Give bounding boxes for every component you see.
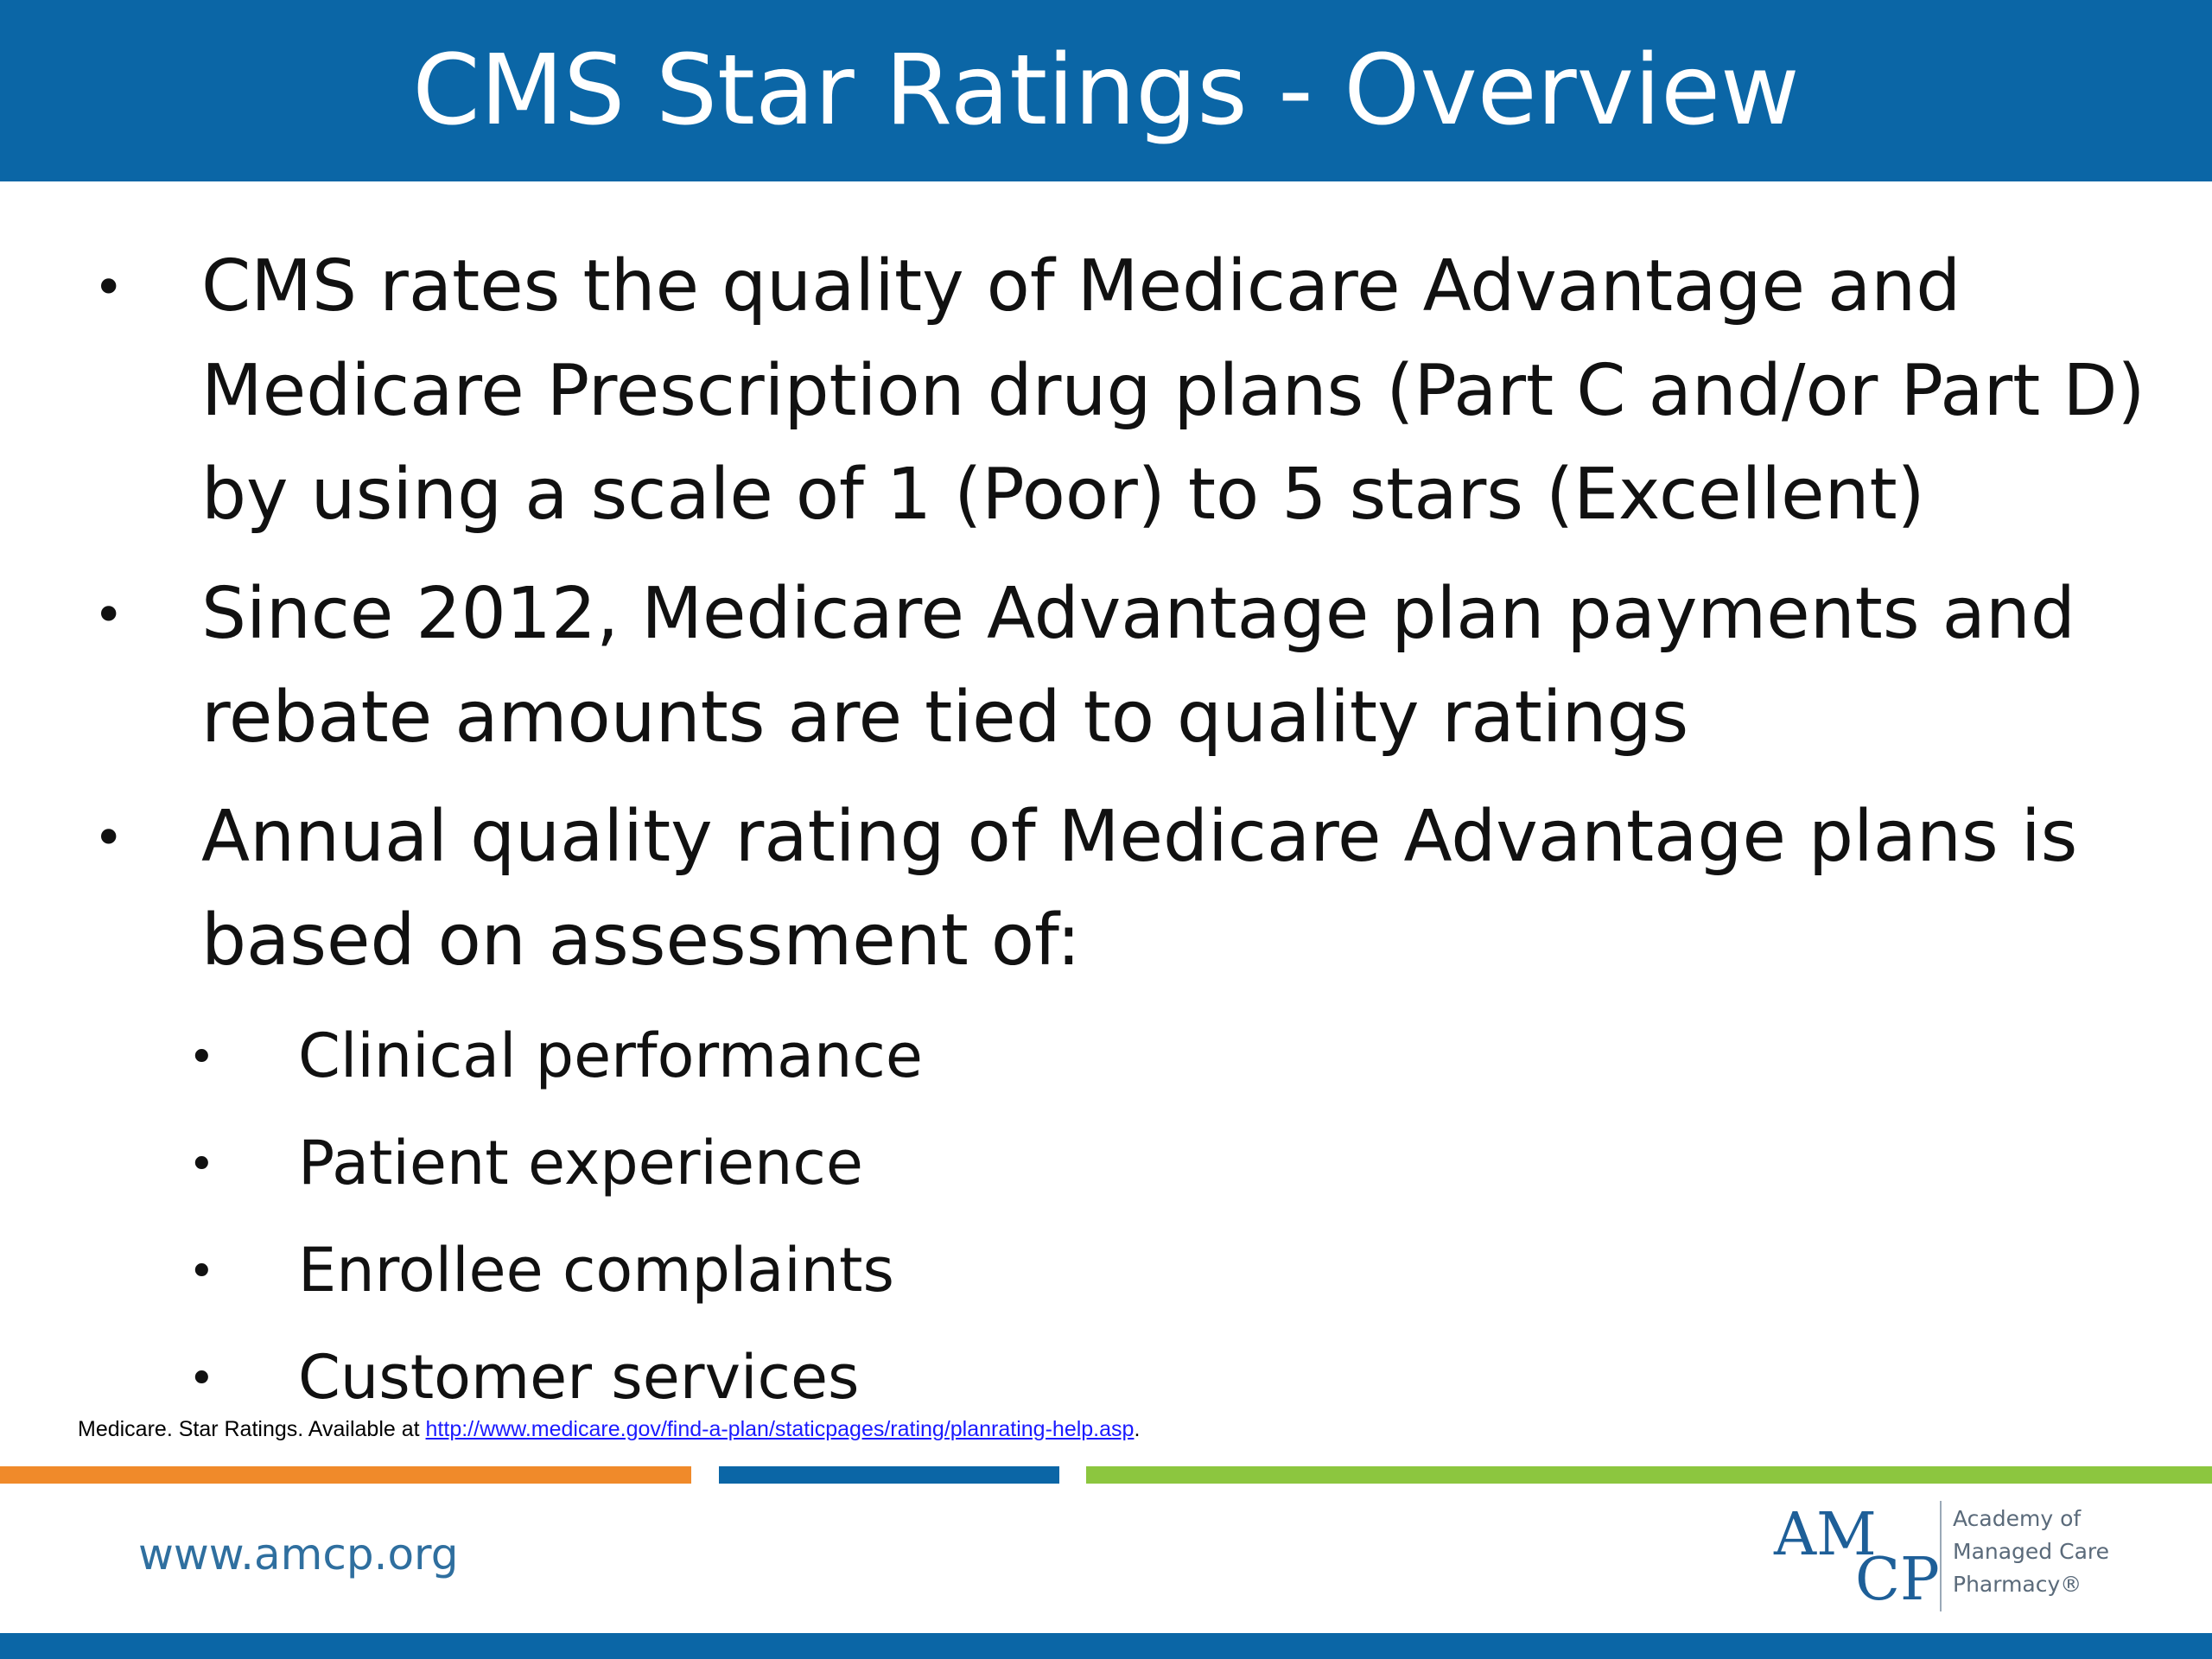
logo-line-3: Pharmacy® <box>1953 1572 2082 1597</box>
bullet-1-line-1: CMS rates the quality of Medicare Advant… <box>201 245 1961 327</box>
sub-bullet-patient-experience: Patient experience <box>298 1128 863 1198</box>
citation-link[interactable]: http://www.medicare.gov/find-a-plan/stat… <box>425 1417 1135 1441</box>
footer-website-url: www.amcp.org <box>138 1529 459 1580</box>
accent-stripe-orange <box>0 1466 691 1484</box>
bullet-marker: • <box>93 808 124 868</box>
bullet-list: • CMS rates the quality of Medicare Adva… <box>93 245 2145 1413</box>
footer-bottom-bar <box>0 1633 2212 1659</box>
bullet-3-line-1: Annual quality rating of Medicare Advant… <box>201 796 2078 878</box>
logo-letters-am: AM <box>1774 1501 1877 1569</box>
logo-line-2: Managed Care <box>1953 1539 2110 1564</box>
slide-title: CMS Star Ratings - Overview <box>412 35 1800 147</box>
sub-bullet-marker: • <box>188 1246 215 1298</box>
citation-suffix: . <box>1134 1417 1141 1441</box>
bullet-marker: • <box>93 257 124 318</box>
bullet-1-line-3: by using a scale of 1 (Poor) to 5 stars … <box>201 454 1925 536</box>
bullet-1-line-2: Medicare Prescription drug plans (Part C… <box>201 350 2145 432</box>
citation-prefix: Medicare. Star Ratings. Available at <box>78 1417 426 1441</box>
title-bar <box>0 0 2212 181</box>
sub-bullet-marker: • <box>188 1032 215 1084</box>
amcp-logo: AM CP Academy of Managed Care Pharmacy® <box>1767 1499 2147 1611</box>
bullet-marker: • <box>93 585 124 645</box>
sub-bullet-marker: • <box>188 1139 215 1191</box>
accent-stripe-blue <box>719 1466 1059 1484</box>
logo-divider <box>1940 1501 1942 1611</box>
bullet-2-line-2: rebate amounts are tied to quality ratin… <box>201 677 1689 759</box>
citation: Medicare. Star Ratings. Available at htt… <box>78 1417 1140 1442</box>
logo-line-1: Academy of <box>1953 1506 2082 1531</box>
accent-stripe-green <box>1086 1466 2212 1484</box>
sub-bullet-marker: • <box>188 1353 215 1405</box>
logo-wordmark: Academy of Managed Care Pharmacy® <box>1953 1503 2109 1601</box>
logo-letters-cp: CP <box>1855 1546 1940 1614</box>
sub-bullet-clinical-performance: Clinical performance <box>298 1020 923 1091</box>
bullet-3-line-2: based on assessment of: <box>201 899 1081 982</box>
sub-bullet-enrollee-complaints: Enrollee complaints <box>298 1235 894 1306</box>
sub-bullet-customer-services: Customer services <box>298 1342 860 1413</box>
bullet-2-line-1: Since 2012, Medicare Advantage plan paym… <box>201 573 2075 655</box>
